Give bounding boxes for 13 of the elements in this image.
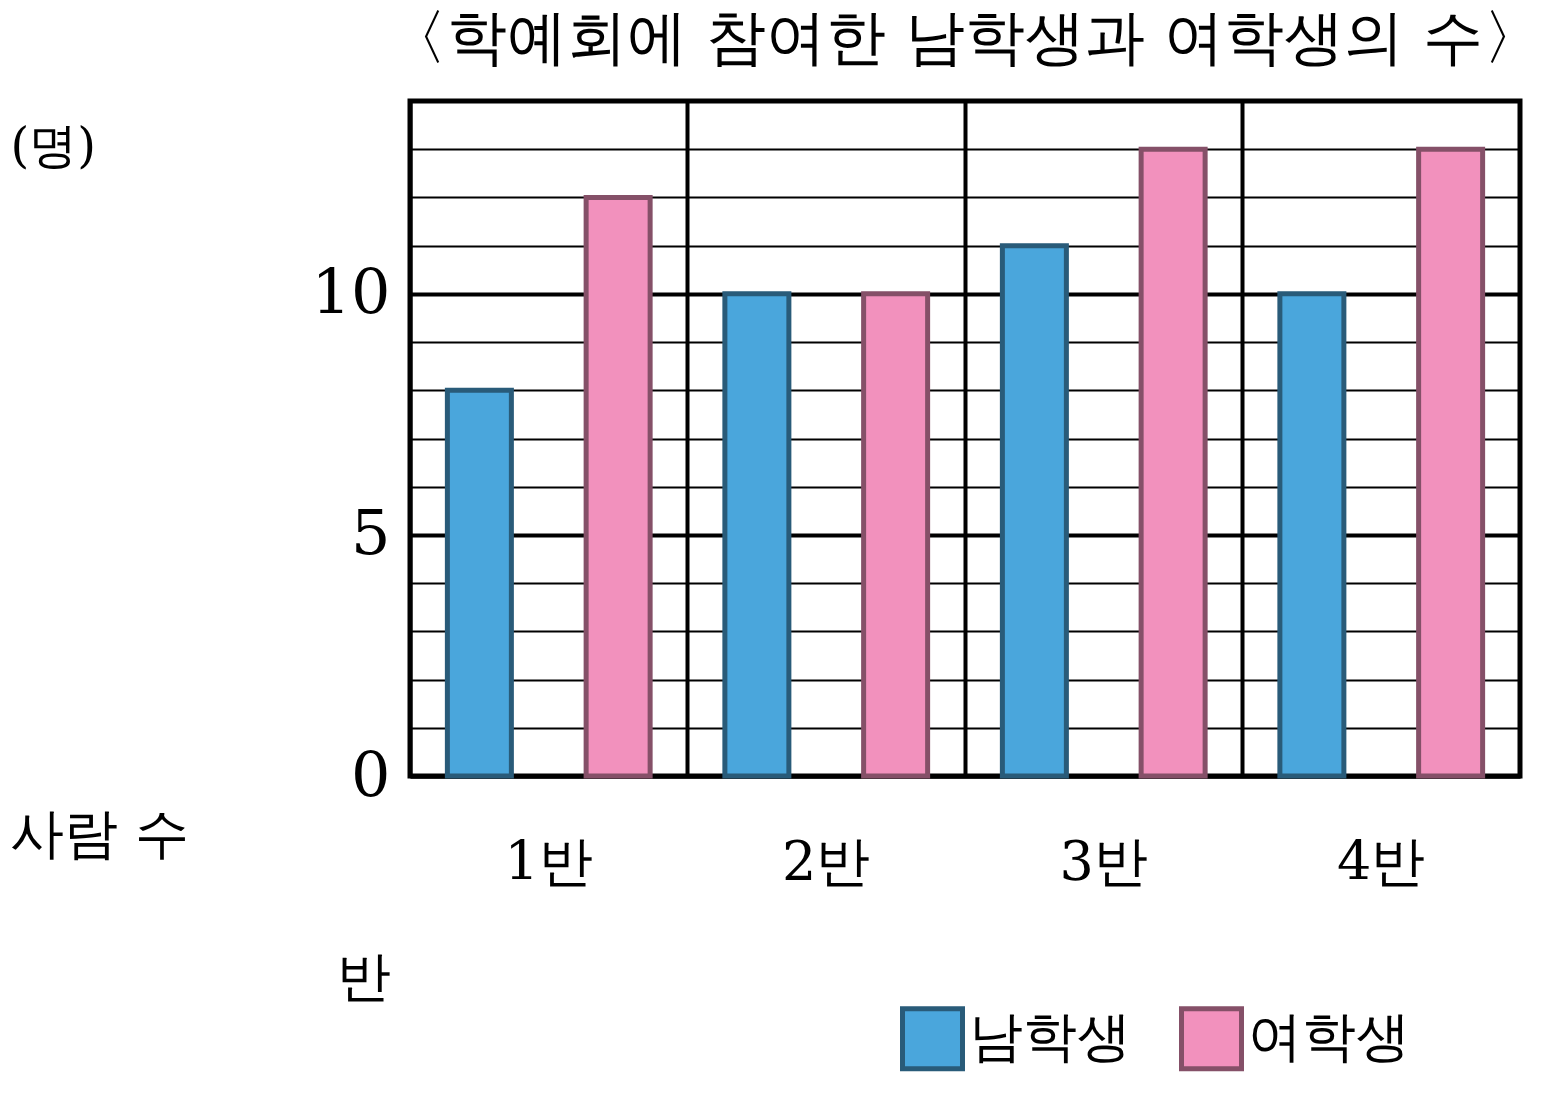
text: 사람 수	[10, 802, 190, 865]
x-tick-label: 4반	[1337, 829, 1426, 893]
y-tick-label: 5	[351, 496, 391, 570]
y-tick-label: 10	[311, 255, 391, 329]
x-axis-title: 반	[336, 944, 391, 1008]
legend-label: 여학생	[1248, 1004, 1410, 1068]
y-axis-title: (명)	[10, 116, 96, 173]
x-tick-label: 3반	[1059, 829, 1148, 893]
y-tick-label: 0	[351, 737, 391, 811]
x-tick-label: 2반	[782, 829, 871, 893]
chart-title: 〈학예회에 참여한 남학생과 여학생의 수〉	[386, 2, 1544, 72]
x-tick-label: 1반	[504, 829, 593, 893]
legend-label: 남학생	[969, 1004, 1131, 1068]
